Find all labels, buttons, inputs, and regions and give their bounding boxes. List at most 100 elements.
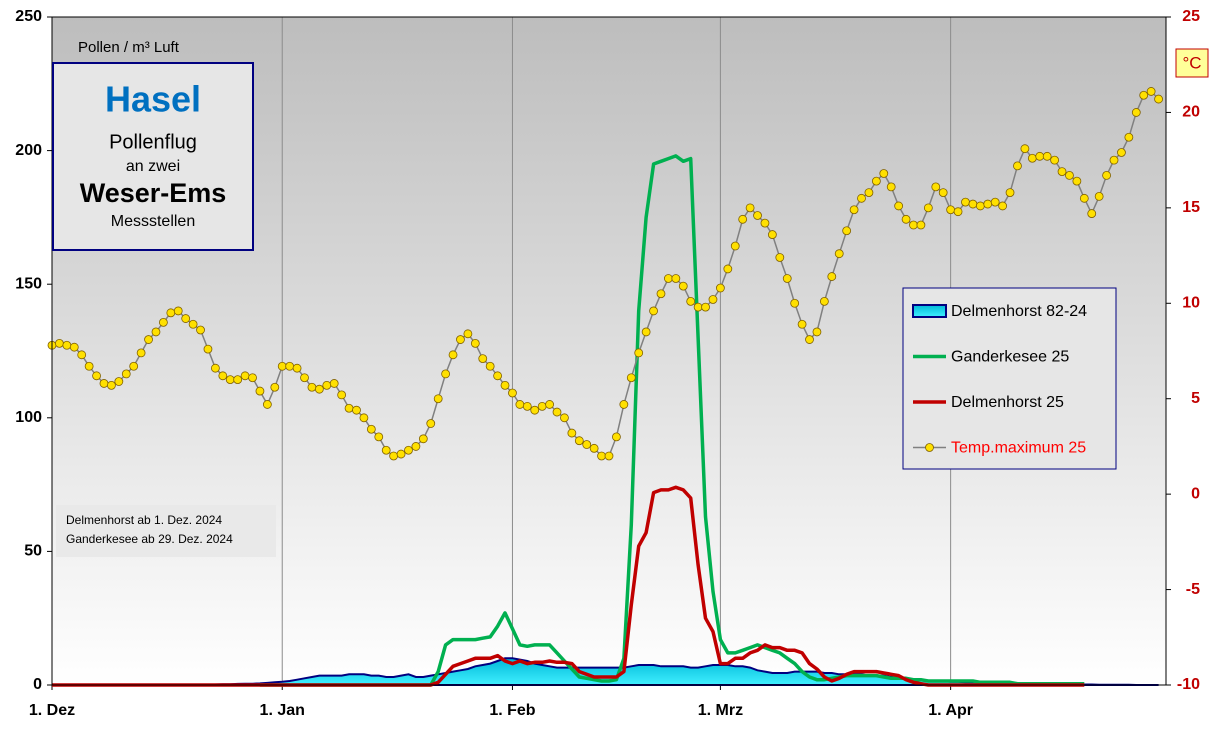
point — [693, 302, 703, 312]
point — [515, 400, 525, 409]
point — [1042, 151, 1052, 161]
y-tick-label: 150 — [15, 275, 42, 292]
point — [1079, 193, 1089, 203]
point — [1072, 176, 1082, 186]
point — [745, 203, 755, 213]
point — [292, 363, 302, 373]
point — [69, 342, 79, 352]
point — [1131, 108, 1141, 117]
point — [819, 296, 829, 306]
point — [916, 220, 926, 230]
info-panel — [52, 62, 254, 251]
point — [485, 361, 495, 371]
x-tick-label: 1. Mrz — [698, 702, 743, 719]
point — [827, 272, 837, 281]
point — [366, 424, 376, 434]
point — [567, 428, 577, 438]
point — [857, 193, 866, 203]
point — [329, 379, 339, 388]
point — [998, 201, 1008, 211]
y-tick-label: 50 — [24, 543, 42, 560]
point — [946, 205, 956, 215]
point — [834, 249, 844, 259]
point — [990, 197, 1000, 207]
point — [760, 218, 770, 228]
point — [277, 361, 287, 371]
y-tick-label: 0 — [33, 676, 42, 693]
point — [871, 176, 881, 186]
point — [270, 382, 280, 392]
point — [641, 327, 651, 337]
y2-tick-label: 0 — [1191, 485, 1200, 502]
point — [782, 274, 792, 283]
point — [426, 419, 436, 428]
point — [931, 182, 941, 192]
point — [374, 432, 384, 442]
legend — [902, 287, 1117, 470]
point — [634, 348, 644, 358]
point — [1087, 209, 1097, 218]
point — [203, 344, 213, 354]
point — [99, 379, 109, 388]
point — [1124, 132, 1134, 142]
y2-tick-label: -5 — [1186, 581, 1200, 598]
y2-axis-label: °C — [1182, 53, 1201, 72]
note: Delmenhorst ab 1. Dez. 2024 — [66, 513, 222, 527]
point — [62, 340, 72, 350]
point — [411, 442, 421, 451]
point — [210, 363, 220, 373]
point — [240, 371, 250, 381]
point — [537, 401, 547, 411]
plot-frame — [51, 16, 1167, 686]
point — [114, 377, 124, 386]
point — [849, 205, 859, 215]
y2-tick-label: -10 — [1177, 676, 1200, 693]
point — [1094, 192, 1104, 201]
point — [716, 283, 725, 293]
point — [619, 400, 629, 409]
point — [448, 350, 458, 360]
point — [886, 182, 896, 192]
point — [589, 443, 599, 453]
legend-label: Temp.maximum 25 — [951, 440, 1086, 457]
point — [1154, 94, 1163, 104]
point — [730, 241, 740, 251]
point — [983, 199, 993, 209]
point — [953, 207, 963, 217]
y2-tick-label: 20 — [1182, 104, 1200, 121]
point — [612, 432, 621, 442]
point — [404, 445, 413, 455]
point — [151, 327, 161, 337]
point — [337, 390, 347, 400]
point — [604, 451, 614, 461]
point — [77, 350, 87, 360]
point — [188, 319, 198, 329]
point — [418, 434, 428, 444]
point — [938, 188, 948, 197]
point — [1020, 144, 1030, 154]
point — [597, 451, 606, 461]
point — [686, 296, 696, 306]
x-tick-label: 1. Dez — [29, 702, 75, 719]
point — [961, 197, 970, 207]
point — [441, 369, 451, 379]
point — [262, 400, 272, 409]
point — [218, 371, 228, 381]
point — [107, 380, 116, 390]
point — [626, 373, 636, 383]
x-tick-label: 1. Apr — [928, 702, 973, 719]
y2-tick-label: 15 — [1182, 199, 1200, 216]
point — [396, 449, 406, 459]
point — [463, 329, 473, 339]
point — [1050, 155, 1059, 165]
panel-text: an zwei — [126, 158, 180, 175]
point — [656, 289, 666, 299]
point — [738, 214, 748, 224]
point — [894, 201, 904, 211]
point — [255, 386, 265, 396]
point — [1027, 153, 1037, 163]
panel-text: Messstellen — [111, 213, 195, 230]
point — [909, 220, 918, 230]
